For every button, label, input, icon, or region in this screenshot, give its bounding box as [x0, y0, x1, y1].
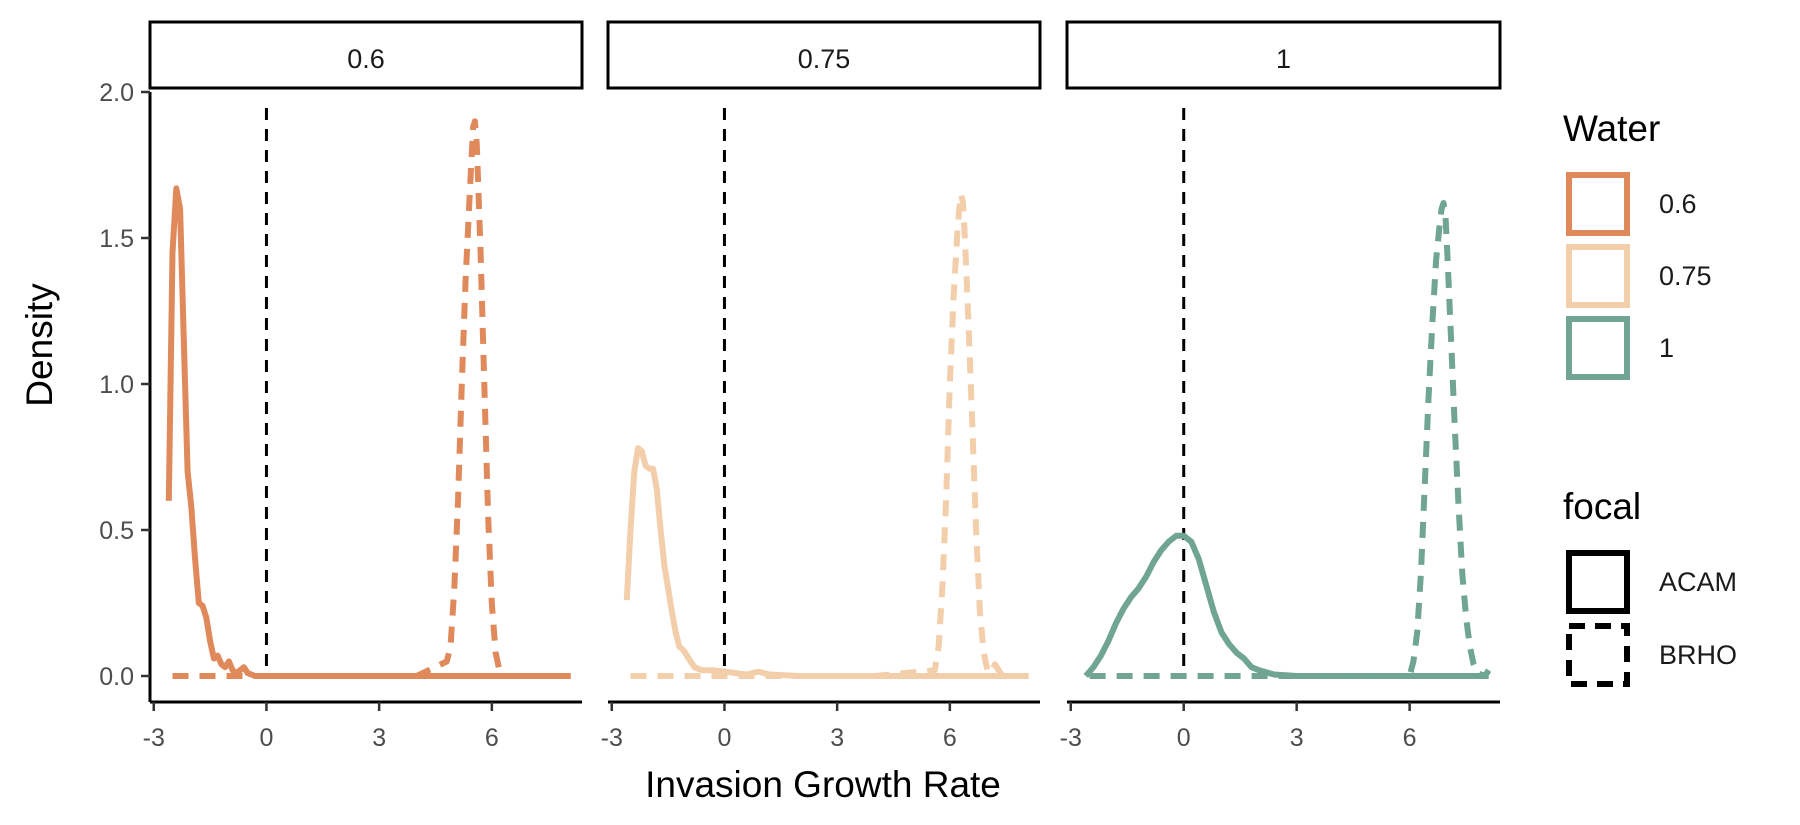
legend-key-focal [1566, 623, 1630, 687]
legend-title-focal: focal [1563, 486, 1641, 527]
y-tick-label: 0.0 [99, 663, 134, 691]
panels: 0.6 -3 0 3 6 0.75 -3 0 3 6 1 -3 0 3 6 [143, 20, 1502, 752]
x-tick-label: 0 [259, 724, 273, 752]
x-tick-label: -3 [1060, 724, 1082, 752]
x-tick-label: -3 [143, 724, 165, 752]
y-tick-label: 1.0 [99, 371, 134, 399]
x-tick-label: 0 [717, 724, 731, 752]
x-tick-label: 6 [1403, 724, 1417, 752]
panel-1: 1 -3 0 3 6 [1060, 20, 1502, 752]
legend-key-focal [1566, 550, 1630, 614]
strip-label: 0.75 [798, 44, 851, 74]
density-line-brho [172, 118, 571, 679]
x-tick-label: 6 [485, 724, 499, 752]
y-tick-label: 0.5 [99, 517, 134, 545]
strip-label: 1 [1276, 44, 1291, 74]
density-line-acam [165, 185, 571, 679]
legend-key-water [1566, 316, 1630, 380]
legend-label-focal: ACAM [1659, 567, 1737, 597]
density-line-brho [630, 191, 1029, 679]
y-tick-label: 1.5 [99, 225, 134, 253]
density-line-acam [1083, 532, 1489, 679]
strip-box [148, 20, 584, 90]
x-tick-label: 6 [943, 724, 957, 752]
y-tick-label: 2.0 [99, 79, 134, 107]
legend-label-water: 1 [1659, 333, 1674, 363]
legend-label-water: 0.75 [1659, 261, 1712, 291]
x-tick-label: 3 [372, 724, 386, 752]
panel-0.75: 0.75 -3 0 3 6 [601, 20, 1042, 752]
strip-box [606, 20, 1042, 90]
panel-0.6: 0.6 -3 0 3 6 [143, 20, 584, 752]
legend: Water 0.6 0.75 1 focal ACAM BRHO [1563, 108, 1737, 687]
density-line-acam [623, 445, 1029, 679]
y-axis-title: Density [19, 283, 60, 407]
strip-box [1065, 20, 1502, 90]
x-tick-label: 3 [830, 724, 844, 752]
legend-label-water: 0.6 [1659, 189, 1697, 219]
legend-label-focal: BRHO [1659, 640, 1737, 670]
x-axis-title: Invasion Growth Rate [645, 764, 1001, 805]
y-axis: 0.0 0.5 1.0 1.5 2.0 [99, 79, 152, 702]
x-tick-label: 3 [1290, 724, 1304, 752]
legend-title-water: Water [1563, 108, 1660, 149]
legend-key-water [1566, 244, 1630, 308]
x-tick-label: 0 [1177, 724, 1191, 752]
density-line-brho [1089, 200, 1492, 679]
strip-label: 0.6 [347, 44, 385, 74]
x-tick-label: -3 [601, 724, 623, 752]
legend-key-water [1566, 172, 1630, 236]
